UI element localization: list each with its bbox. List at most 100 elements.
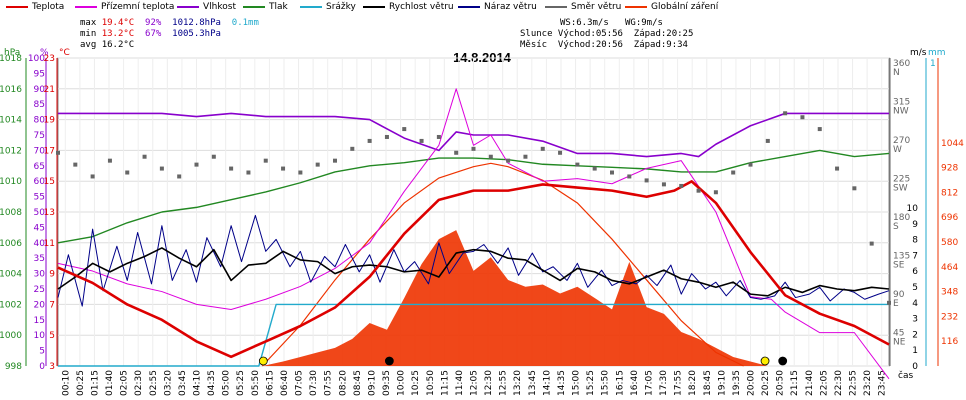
tick-label-percent: 45	[34, 223, 45, 233]
wind-direction-point	[488, 154, 493, 159]
wind-direction-point	[315, 162, 320, 167]
tick-label-time: 04:35	[207, 370, 217, 396]
tick-label-percent: 70	[34, 146, 46, 156]
tick-label-percent: 65	[34, 162, 45, 172]
tick-label-hpa: 1006	[0, 239, 22, 249]
tick-label-time: 00:10	[61, 370, 71, 396]
tick-label-hpa: 1000	[0, 331, 22, 341]
tick-label-time: 16:40	[630, 370, 640, 396]
legend-label: Rychlost větru	[389, 2, 454, 12]
wind-direction-point	[523, 154, 528, 159]
wind-direction-point	[333, 158, 337, 163]
legend-prizemni-teplota[interactable]: Přízemní teplota	[75, 2, 174, 12]
tick-label-hpa: 998	[5, 362, 22, 372]
legend-swatch	[625, 5, 647, 8]
wind-direction-point	[610, 170, 614, 175]
tick-label-ms: 10	[907, 204, 919, 214]
marker-sunrise	[258, 356, 268, 366]
tick-label-hpa: 1012	[0, 146, 22, 156]
tick-label-radiation: 696	[941, 213, 958, 223]
tick-label-compass: W	[893, 145, 902, 155]
tick-label-time: 17:05	[644, 370, 654, 396]
tick-label-time: 15:25	[586, 370, 596, 396]
wind-direction-point	[575, 162, 580, 167]
tick-label-time: 02:05	[120, 370, 130, 396]
tick-label-ms: 5	[912, 283, 918, 293]
tick-label-ms: 7	[912, 251, 918, 261]
tick-label-percent: 75	[34, 131, 45, 141]
tick-label-hpa: 1018	[0, 54, 22, 64]
tick-label-hpa: 1014	[0, 116, 22, 126]
tick-label-radiation: 1044	[941, 139, 964, 149]
tick-label-time: 12:55	[499, 370, 509, 396]
tick-label-time: 10:50	[426, 370, 436, 396]
wind-direction-point	[384, 134, 389, 139]
axis-unit-hpa: hPa	[4, 48, 20, 58]
tick-label-time: 16:15	[615, 370, 625, 396]
tick-label-direction: 180	[893, 213, 910, 223]
series-globalni-zareni-area	[58, 230, 889, 366]
tick-label-temp: 13	[44, 208, 55, 218]
wind-gust-stat: WG:9m/s	[625, 18, 663, 28]
min-humidity: 67%	[145, 29, 162, 39]
tick-label-hpa: 1016	[0, 85, 22, 95]
legend-naraz-vetru[interactable]: Náraz větru	[458, 2, 537, 12]
moon-times: Měsíc Východ:20:56 Západ:9:34	[520, 40, 688, 50]
tick-label-time: 18:45	[703, 370, 713, 396]
legend-teplota[interactable]: Teplota	[6, 2, 64, 12]
marker-sunset	[760, 356, 770, 366]
tick-label-time: 23:45	[878, 370, 888, 396]
avg-label: avg	[80, 40, 97, 50]
tick-label-percent: 60	[34, 177, 46, 187]
tick-label-time: 22:05	[819, 370, 829, 396]
wind-direction-point	[644, 178, 649, 183]
wind-direction-point	[471, 146, 476, 151]
legend-tlak[interactable]: Tlak	[243, 2, 288, 12]
legend-label: Náraz větru	[484, 2, 537, 12]
wind-direction-point	[419, 138, 424, 143]
tick-label-time: 21:40	[805, 370, 815, 396]
tick-label-percent: 20	[34, 300, 46, 310]
wind-direction-point	[56, 150, 60, 155]
legend-vlhkost[interactable]: Vlhkost	[177, 2, 236, 12]
legend-rychlost-vetru[interactable]: Rychlost větru	[363, 2, 454, 12]
tick-label-time: 20:25	[761, 370, 771, 396]
tick-label-time: 07:05	[295, 370, 305, 396]
tick-label-temp: 19	[44, 116, 56, 126]
tick-label-time: 17:30	[659, 370, 669, 396]
tick-label-ms: 0	[912, 362, 918, 372]
tick-label-time: 10:00	[397, 370, 407, 396]
legend-srazky[interactable]: Srážky	[300, 2, 356, 12]
series-p-zemn-teplota	[57, 88, 890, 380]
tick-label-temp: 3	[49, 362, 55, 372]
legend-swatch	[300, 5, 322, 8]
legend-smer-vetru[interactable]: Směr větru	[545, 2, 621, 12]
legend-swatch	[75, 5, 97, 8]
tick-label-direction: 225	[893, 175, 910, 185]
tick-label-time: 18:20	[688, 370, 698, 396]
legend-label: Globální záření	[651, 2, 719, 12]
tick-label-time: 09:35	[382, 370, 392, 396]
tick-label-time: 03:20	[163, 370, 173, 396]
legend-swatch	[243, 5, 265, 8]
tick-label-time: 07:30	[309, 370, 319, 396]
tick-label-hpa: 1004	[0, 270, 22, 280]
tick-label-compass: SE	[893, 261, 905, 271]
wind-direction-point	[229, 166, 234, 171]
legend-globalni-zareni[interactable]: Globální záření	[625, 2, 718, 12]
wind-direction-point	[367, 138, 372, 143]
tick-label-percent: 25	[34, 285, 45, 295]
tick-label-direction: 90	[893, 290, 905, 300]
tick-label-percent: 95	[34, 69, 45, 79]
avg-temp: 16.2°C	[101, 40, 135, 50]
wind-direction-point	[125, 170, 130, 175]
tick-label-time: 03:45	[178, 370, 188, 396]
wind-direction-point	[402, 127, 407, 132]
tick-label-time: 15:00	[572, 370, 582, 396]
tick-label-time: 13:45	[528, 370, 538, 396]
tick-label-radiation: 580	[941, 238, 958, 248]
tick-label-time: 06:15	[265, 370, 275, 396]
tick-label-radiation: 348	[941, 288, 958, 298]
legend-label: Teplota	[32, 2, 65, 12]
wind-direction-point	[835, 166, 840, 171]
